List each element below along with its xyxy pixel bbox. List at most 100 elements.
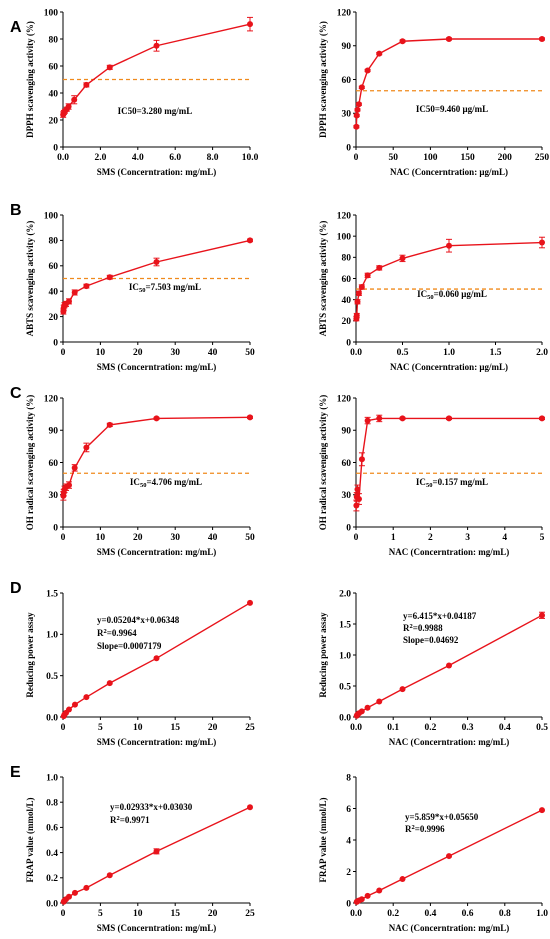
x-tick-label: 10.0 <box>242 153 259 163</box>
x-axis-title: NAC (Concerntration: mg/mL) <box>389 923 509 933</box>
x-tick-label: 5 <box>540 533 545 543</box>
chart-panel-c-right: 0 1 2 3 4 5 0 30 60 90 120 NAC (Concerntration: mg/… <box>318 394 545 557</box>
x-tick-label: 200 <box>498 153 513 163</box>
y-tick-label: 90 <box>342 42 352 52</box>
y-tick-label: 1.0 <box>46 773 58 783</box>
series-line <box>62 23 251 115</box>
regression-annotation: Slope=0.0007179 <box>97 641 162 651</box>
y-tick-label: 1.0 <box>339 651 351 661</box>
ic50-annotation: IC50=0.157 mg/mL <box>416 477 488 489</box>
data-point <box>364 272 371 279</box>
x-tick-label: 0.6 <box>462 909 474 919</box>
x-tick-label: 0.0 <box>350 348 362 358</box>
x-tick-label: 15 <box>170 909 180 919</box>
y-tick-label: 0.5 <box>339 682 351 692</box>
x-tick-label: 2 <box>428 533 433 543</box>
y-axis-title: DPPH scavenging activity (%) <box>318 21 328 138</box>
data-point <box>376 50 383 57</box>
y-tick-label: 1.5 <box>46 589 58 599</box>
data-point <box>355 290 362 297</box>
x-axis-title: SMS (Concerntration: mg/mL) <box>97 547 216 557</box>
x-tick-label: 0 <box>354 153 359 163</box>
y-tick-label: 2.0 <box>339 589 351 599</box>
y-tick-label: 60 <box>342 275 352 285</box>
data-point <box>354 486 361 493</box>
data-point <box>539 807 545 814</box>
x-tick-label: 10 <box>133 909 143 919</box>
y-tick-label: 60 <box>342 76 352 86</box>
regression-annotation: y=6.415*x+0.04187 <box>403 611 477 621</box>
x-tick-label: 0.3 <box>462 723 474 733</box>
y-tick-label: 0 <box>346 523 351 533</box>
x-tick-label: 0.1 <box>387 723 399 733</box>
y-tick-label: 100 <box>337 232 352 242</box>
x-tick-label: 4.0 <box>132 153 144 163</box>
data-point <box>153 258 160 265</box>
y-tick-label: 80 <box>49 35 59 45</box>
x-tick-label: 1.0 <box>536 909 548 919</box>
x-tick-label: 0.4 <box>424 909 436 919</box>
x-tick-label: 250 <box>535 153 550 163</box>
data-point <box>376 415 383 422</box>
x-tick-label: 100 <box>423 153 438 163</box>
x-tick-label: 10 <box>96 533 106 543</box>
x-axis-title: NAC (Concerntration: mg/mL) <box>389 547 509 557</box>
y-tick-label: 1.5 <box>339 620 351 630</box>
x-tick-label: 0 <box>354 533 359 543</box>
chart-panel-e-right: 0.0 0.2 0.4 0.6 0.8 1.0 0 2 4 6 8 NAC (Concerntrati… <box>318 773 548 933</box>
y-tick-label: 40 <box>49 89 59 99</box>
regression-annotation: R2=0.9964 <box>97 628 137 638</box>
x-tick-label: 1.0 <box>443 348 455 358</box>
regression-annotation: R2=0.9988 <box>403 623 443 633</box>
x-tick-label: 0.0 <box>57 153 69 163</box>
x-tick-label: 50 <box>245 348 255 358</box>
y-tick-label: 120 <box>337 8 352 18</box>
regression-annotation: Slope=0.04692 <box>403 635 459 645</box>
chart-panel-a-left: 0.0 2.0 4.0 6.0 8.0 10.0 0 20 40 60 80 100 SMS (Conc… <box>25 8 259 177</box>
y-tick-label: 0 <box>53 338 58 348</box>
x-tick-label: 30 <box>170 348 180 358</box>
x-tick-label: 4 <box>502 533 507 543</box>
data-point <box>71 464 78 471</box>
y-tick-label: 80 <box>342 254 352 264</box>
y-tick-label: 0.4 <box>46 849 58 859</box>
data-point <box>65 298 72 305</box>
data-point <box>106 421 113 428</box>
x-tick-label: 40 <box>208 533 218 543</box>
y-tick-label: 20 <box>49 313 59 323</box>
y-tick-label: 6 <box>346 805 351 815</box>
y-tick-label: 120 <box>337 394 352 404</box>
chart-panel-a-right: 0 50 100 150 200 250 0 30 60 90 120 NAC (Concerntra… <box>318 8 549 177</box>
data-point <box>153 655 160 662</box>
data-point <box>247 237 253 244</box>
data-point <box>358 708 365 715</box>
regression-annotation: y=0.05204*x+0.06348 <box>97 615 180 625</box>
chart-panel-c-left: 0 10 20 30 40 50 0 30 60 90 120 SMS (Concerntration… <box>25 394 255 557</box>
y-axis-title: ABTS scavenging activity (%) <box>318 221 328 337</box>
x-tick-label: 25 <box>245 723 255 733</box>
y-tick-label: 80 <box>49 237 59 247</box>
y-axis-title: DPPH scavenging activity (%) <box>25 21 35 138</box>
x-tick-label: 5 <box>98 909 103 919</box>
ic50-annotation: IC50=9.460 μg/mL <box>416 104 488 114</box>
x-tick-label: 20 <box>133 348 143 358</box>
data-point <box>71 289 78 296</box>
y-tick-label: 60 <box>342 459 352 469</box>
data-point <box>83 283 90 290</box>
data-point <box>376 264 383 271</box>
data-point <box>399 255 406 262</box>
x-tick-label: 6.0 <box>169 153 181 163</box>
y-axis-title: ABTS scavenging activity (%) <box>25 221 35 337</box>
data-point <box>364 704 371 711</box>
data-point <box>106 872 113 879</box>
y-tick-label: 90 <box>342 427 352 437</box>
y-tick-label: 60 <box>49 62 59 72</box>
regression-annotation: R2=0.9996 <box>405 824 445 834</box>
y-axis-title: Reducing power assay <box>25 612 35 698</box>
y-tick-label: 120 <box>44 394 59 404</box>
data-point <box>358 456 365 463</box>
x-axis-title: NAC (Concerntration: μg/mL) <box>390 362 508 372</box>
x-tick-label: 2.0 <box>536 348 548 358</box>
panel-label-b: B <box>10 202 22 219</box>
